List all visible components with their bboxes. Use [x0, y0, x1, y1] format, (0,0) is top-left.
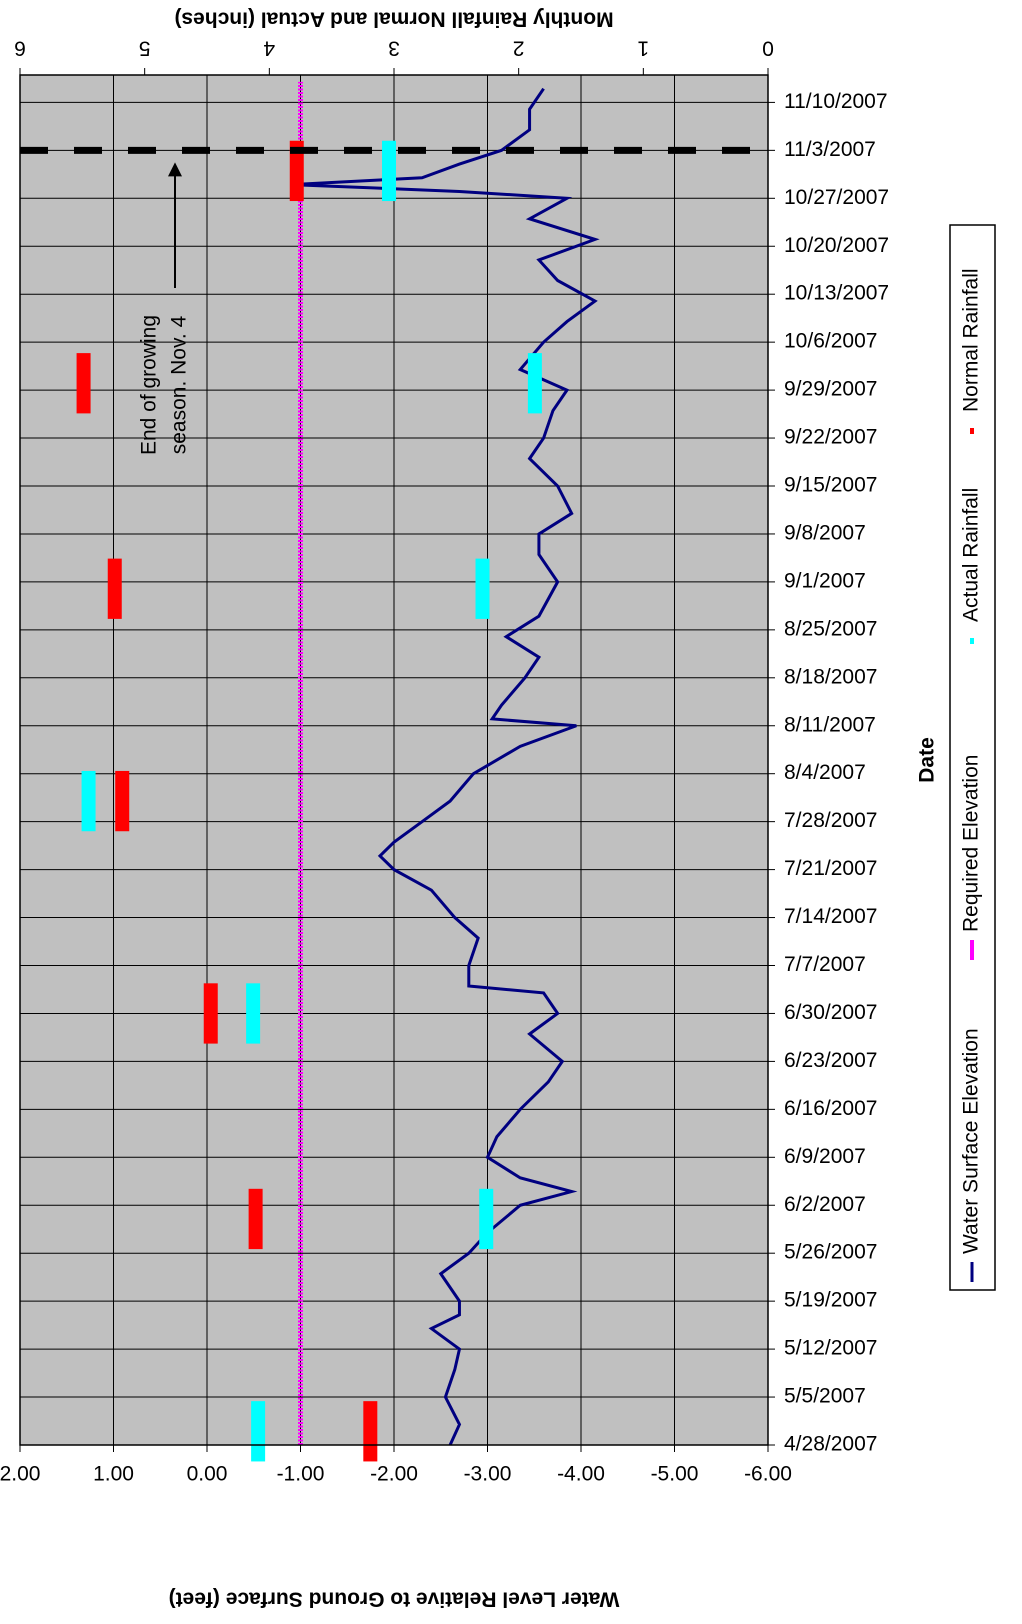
- y2-tick-label: 1: [637, 36, 649, 59]
- legend-box: [949, 224, 996, 1291]
- rain-bar: [203, 983, 218, 1044]
- x-tick-label: 10/13/2007: [784, 282, 889, 305]
- marks: [20, 81, 768, 1462]
- x-tick-label: 10/20/2007: [784, 234, 889, 257]
- legend-label: Water Surface Elevation: [960, 1028, 983, 1254]
- x-tick-label: 6/16/2007: [784, 1097, 877, 1120]
- x-tick-label: 9/29/2007: [784, 378, 877, 401]
- arrow-head: [168, 162, 182, 177]
- y2-tick-label: 5: [139, 36, 151, 59]
- x-tick-label: 6/2/2007: [784, 1193, 866, 1216]
- rain-bar: [479, 1188, 494, 1250]
- x-tick-label: 7/21/2007: [784, 857, 877, 880]
- x-tick-label: 6/23/2007: [784, 1049, 877, 1072]
- x-tick-label: 5/19/2007: [784, 1289, 877, 1312]
- x-tick-label: 7/28/2007: [784, 809, 877, 832]
- y-axis-title: Water Level Relative to Ground Surface (…: [169, 1587, 620, 1610]
- rain-bar: [251, 1401, 266, 1462]
- rain-bar: [81, 770, 96, 832]
- x-tick-label: 8/4/2007: [784, 761, 866, 784]
- annotation-text: End of growing: [138, 315, 161, 455]
- x-tick-label: 5/5/2007: [784, 1385, 866, 1408]
- x-tick-label: 6/30/2007: [784, 1001, 877, 1024]
- y-tick-label: -3.00: [464, 1463, 512, 1486]
- y-tick-label: -6.00: [744, 1463, 792, 1486]
- y2-axis-title: Monthly Rainfall Normal and Actual (inch…: [174, 7, 613, 30]
- x-tick-label: 8/25/2007: [784, 617, 877, 640]
- y2-tick-label: 3: [388, 36, 400, 59]
- water-line: [291, 87, 600, 1446]
- rain-bar: [107, 558, 122, 619]
- rain-bar: [289, 140, 304, 202]
- annotation-text: season. Nov. 4: [168, 315, 191, 454]
- y2-tick-label: 6: [14, 36, 26, 59]
- x-axis-title: Date: [916, 737, 939, 783]
- rain-bar: [363, 1401, 378, 1462]
- y2-tick-label: 2: [513, 36, 525, 59]
- x-tick-label: 7/14/2007: [784, 905, 877, 928]
- x-tick-label: 4/28/2007: [784, 1433, 877, 1456]
- x-tick-label: 9/8/2007: [784, 521, 866, 544]
- x-tick-label: 8/18/2007: [784, 665, 877, 688]
- rain-bar: [382, 140, 397, 202]
- x-tick-label: 10/27/2007: [784, 186, 889, 209]
- legend-label: Required Elevation: [960, 755, 983, 932]
- rain-bar: [246, 983, 261, 1044]
- x-tick-label: 5/12/2007: [784, 1337, 877, 1360]
- y2-tick-label: 0: [762, 36, 774, 59]
- y-tick-label: 0.00: [187, 1463, 228, 1486]
- legend-label: Actual Rainfall: [960, 488, 983, 622]
- y-tick-label: -4.00: [557, 1463, 605, 1486]
- rain-bar: [76, 353, 91, 414]
- y-tick-label: 1.00: [93, 1463, 134, 1486]
- x-tick-label: 11/10/2007: [784, 90, 888, 113]
- rain-bar: [115, 770, 130, 832]
- x-tick-label: 6/9/2007: [784, 1145, 866, 1168]
- y-tick-label: -5.00: [651, 1463, 699, 1486]
- x-tick-label: 5/26/2007: [784, 1241, 877, 1264]
- x-tick-label: 9/15/2007: [784, 474, 877, 497]
- x-tick-label: 9/22/2007: [784, 426, 877, 449]
- y-tick-label: -1.00: [277, 1463, 325, 1486]
- y2-tick-label: 4: [263, 36, 275, 59]
- x-tick-label: 11/3/2007: [784, 138, 876, 161]
- x-tick-label: 8/11/2007: [784, 713, 876, 736]
- x-tick-label: 7/7/2007: [784, 953, 866, 976]
- legend: Water Surface Elevation Required Elevatio…: [960, 268, 983, 1282]
- x-tick-label: 9/1/2007: [784, 569, 866, 592]
- x-tick-label: 10/6/2007: [784, 330, 877, 353]
- y-tick-label: 2.00: [0, 1463, 40, 1486]
- rain-bar: [527, 353, 542, 414]
- rain-bar: [475, 558, 490, 619]
- legend-label: Normal Rainfall: [960, 268, 983, 412]
- rain-bar: [248, 1188, 263, 1250]
- y-tick-label: -2.00: [370, 1463, 418, 1486]
